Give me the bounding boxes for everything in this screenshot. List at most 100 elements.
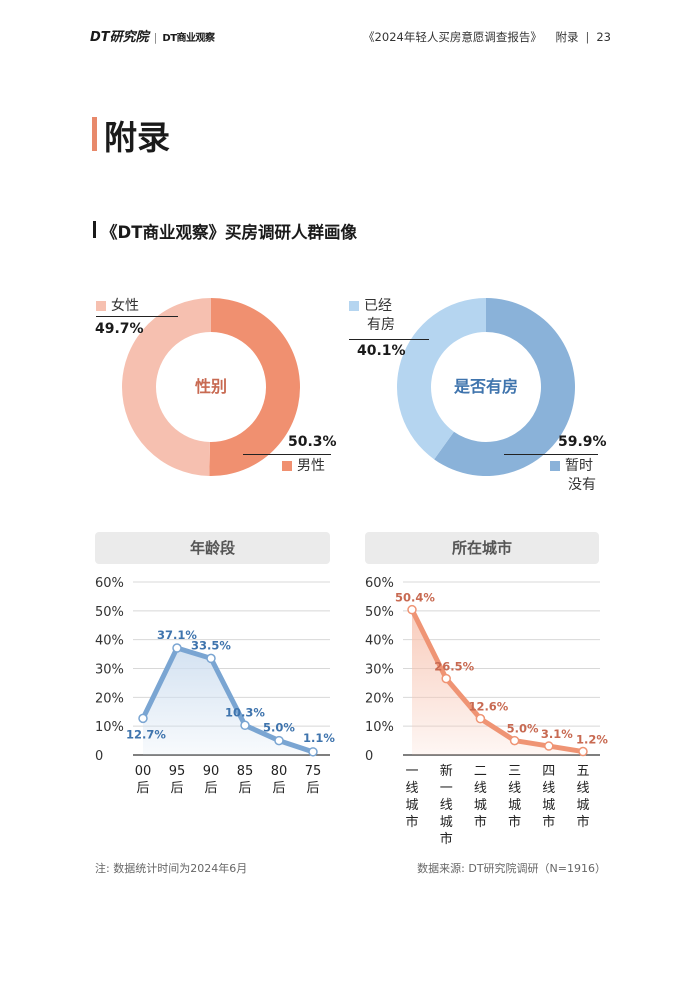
data-source: 数据来源: DT研究院调研（N=1916） <box>417 862 606 875</box>
y-tick-label: 40% <box>365 634 394 649</box>
data-point <box>206 653 216 664</box>
leader-line-female <box>96 316 178 317</box>
subtitle-accent-bar <box>93 221 96 238</box>
ownership-donut: 是否有房 <box>396 298 575 476</box>
gender-donut-center-label: 性别 <box>195 377 227 396</box>
x-tick-label: 五线城市 <box>576 764 589 830</box>
data-label: 12.6% <box>468 700 508 714</box>
not-owned-swatch <box>550 461 560 471</box>
data-point <box>475 713 486 724</box>
ownership-donut-center-label: 是否有房 <box>453 377 518 396</box>
data-point <box>578 746 588 757</box>
data-label: 26.5% <box>434 660 474 674</box>
leader-line-not-owned <box>504 454 598 455</box>
y-tick-label: 30% <box>95 663 124 678</box>
brand-logos: DT研究院 | DT商业观察 <box>90 26 215 45</box>
data-label: 12.7% <box>126 727 166 741</box>
x-tick-label: 一线城市 <box>405 764 418 830</box>
area-fill <box>143 648 313 755</box>
header-divider: | <box>585 30 590 44</box>
y-tick-label: 20% <box>365 691 394 706</box>
legend-not-owned-line1: 暂时 <box>565 458 593 474</box>
donut-slice <box>209 298 300 476</box>
data-point <box>509 735 520 746</box>
y-tick-label: 50% <box>95 605 124 620</box>
logo-dt-business: DT商业观察 <box>162 33 215 44</box>
x-tick-label: 二线城市 <box>474 764 487 830</box>
owned-swatch <box>349 301 359 311</box>
not-owned-percent: 59.9% <box>558 434 607 450</box>
data-point <box>138 713 148 724</box>
data-point <box>441 673 451 684</box>
y-tick-label: 10% <box>95 720 124 735</box>
legend-female-label: 女性 <box>111 298 139 314</box>
data-label: 33.5% <box>191 638 231 652</box>
data-point <box>407 604 417 615</box>
data-label: 5.0% <box>507 722 539 736</box>
running-header: 《2024年轻人买房意愿调查报告》 附录 | 23 <box>363 29 611 45</box>
x-tick-label: 75 后 <box>305 764 322 796</box>
donut-slice <box>434 298 575 476</box>
y-tick-label: 50% <box>365 605 394 620</box>
data-label: 3.1% <box>541 727 573 741</box>
data-point <box>544 741 554 751</box>
legend-male: 男性 <box>282 457 325 476</box>
leader-line-owned <box>349 339 429 340</box>
legend-female: 女性 <box>96 297 139 316</box>
age-line-chart: 0 10% 20% 30% 40% 50% 60% 12.7% 37.1%33.5% 10.3% 5… <box>95 576 335 796</box>
age-chart-title: 年龄段 <box>95 532 330 564</box>
x-tick-label: 三线城市 <box>508 764 521 830</box>
y-tick-label: 40% <box>95 634 124 649</box>
legend-owned-line1: 已经 <box>364 298 392 314</box>
data-label: 1.2% <box>576 733 608 747</box>
logo-divider: | <box>153 31 158 44</box>
male-swatch <box>282 461 292 471</box>
donut-slice <box>121 298 211 476</box>
x-tick-label: 90 后 <box>203 764 220 796</box>
data-label: 10.3% <box>225 705 265 719</box>
female-percent: 49.7% <box>95 321 144 337</box>
title-accent-bar <box>92 117 97 151</box>
gender-donut: 性别 <box>121 298 300 476</box>
donut-slice <box>396 298 486 460</box>
data-point <box>308 747 318 757</box>
x-tick-label: 新一线城市 <box>440 763 453 847</box>
legend-not-owned: 暂时 没有 <box>550 457 596 495</box>
y-tick-label: 10% <box>365 720 394 735</box>
leader-line-male <box>243 454 331 455</box>
owned-percent: 40.1% <box>357 343 406 359</box>
city-line-chart: 0 10% 20% 30% 40% 50% 60%50.4% 26.5% 12.6% 5.0% 3.… <box>365 576 608 847</box>
footnote: 注: 数据统计时间为2024年6月 <box>95 862 248 875</box>
data-point <box>274 735 284 746</box>
data-point <box>172 643 182 653</box>
y-tick-label: 0 <box>95 749 103 764</box>
x-tick-label: 80 后 <box>271 764 288 796</box>
logo-dt-research: DT研究院 <box>90 30 149 45</box>
data-label: 37.1% <box>157 628 197 642</box>
x-tick-label: 四线城市 <box>542 764 555 830</box>
legend-owned: 已经 有房 <box>349 297 395 335</box>
section-name: 附录 <box>555 30 579 44</box>
data-label: 1.1% <box>303 731 335 745</box>
section-subtitle: 《DT商业观察》买房调研人群画像 <box>101 223 357 242</box>
page-number: 23 <box>596 30 611 44</box>
y-tick-label: 60% <box>365 576 394 591</box>
y-tick-label: 60% <box>95 576 124 591</box>
area-fill <box>412 609 583 755</box>
city-chart-title: 所在城市 <box>365 532 599 564</box>
female-swatch <box>96 301 106 311</box>
y-tick-label: 0 <box>365 749 373 764</box>
legend-not-owned-line2: 没有 <box>568 477 596 493</box>
data-label: 50.4% <box>395 591 435 605</box>
male-percent: 50.3% <box>288 434 337 450</box>
legend-owned-line2: 有房 <box>367 317 395 333</box>
x-tick-label: 85 后 <box>237 764 254 796</box>
y-tick-label: 20% <box>95 691 124 706</box>
x-tick-label: 95 后 <box>169 764 186 796</box>
series-line <box>140 645 316 755</box>
y-tick-label: 30% <box>365 663 394 678</box>
data-point <box>240 720 250 731</box>
legend-male-label: 男性 <box>297 458 325 474</box>
x-tick-label: 00 后 <box>135 764 152 796</box>
